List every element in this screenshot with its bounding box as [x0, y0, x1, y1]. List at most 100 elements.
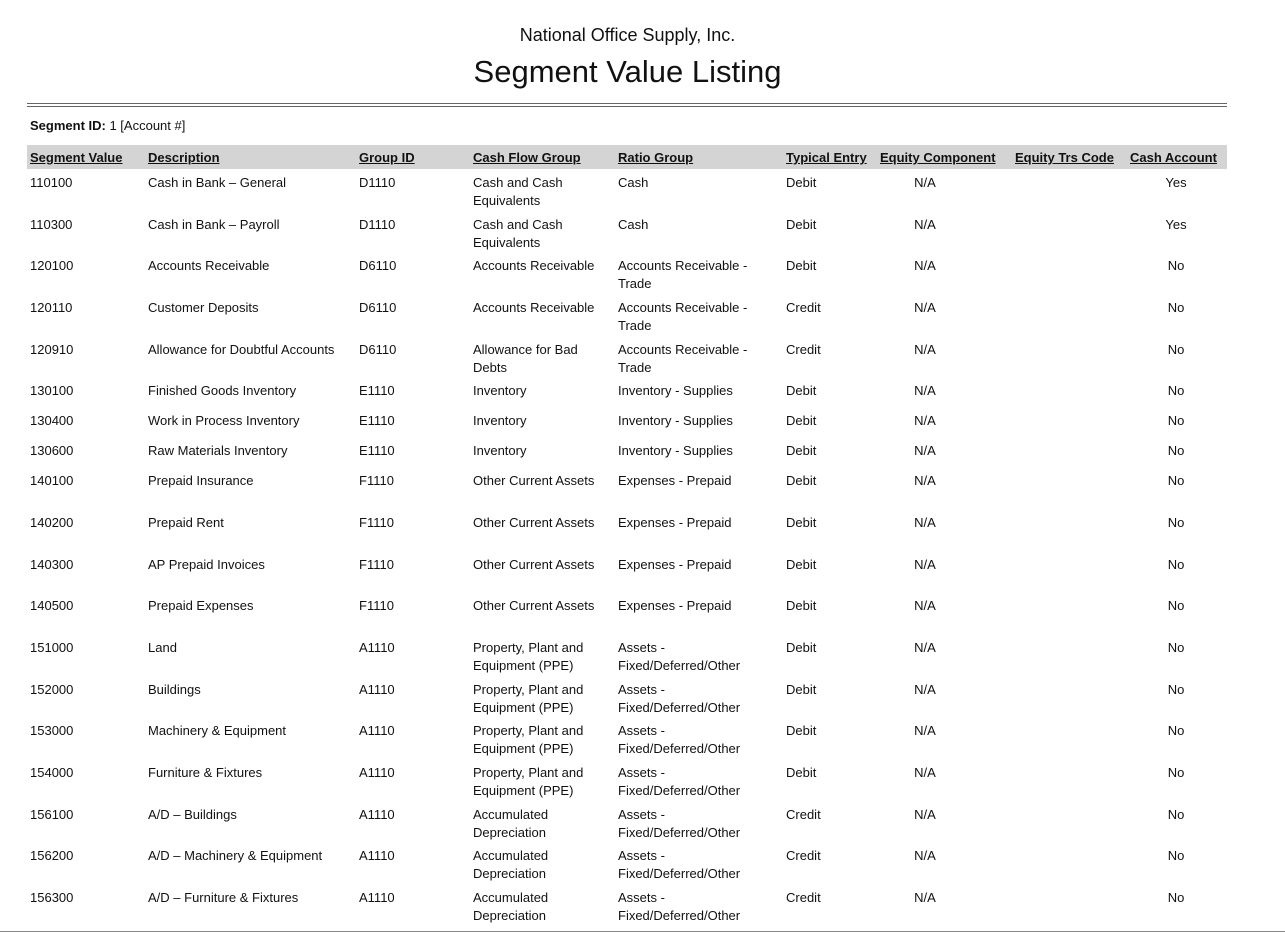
table-cell: Prepaid Rent: [148, 515, 224, 530]
header-band: [27, 145, 1227, 169]
table-cell: Debit: [786, 258, 817, 273]
table-cell: Debit: [786, 557, 817, 572]
table-cell: N/A: [914, 598, 936, 613]
table-cell: D1110: [359, 175, 396, 190]
table-cell: No: [1167, 682, 1185, 697]
table-cell: A1110: [359, 890, 395, 905]
table-cell: Other Current Assets: [473, 598, 595, 613]
table-cell: Debit: [786, 598, 817, 613]
table-cell: No: [1167, 557, 1185, 572]
table-cell: 130100: [30, 383, 74, 398]
table-cell: N/A: [914, 765, 936, 780]
table-cell: Debit: [786, 765, 817, 780]
table-cell: No: [1167, 300, 1185, 315]
table-cell: E1110: [359, 383, 395, 398]
table-cell: Assets - Fixed/Deferred/Other: [618, 682, 741, 715]
table-cell: Buildings: [148, 682, 201, 697]
table-cell: Other Current Assets: [473, 515, 595, 530]
table-cell: Debit: [786, 723, 817, 738]
table-cell: Yes: [1165, 217, 1187, 232]
table-cell: 130600: [30, 443, 74, 458]
table-cell: Debit: [786, 682, 817, 697]
table-cell: Assets - Fixed/Deferred/Other: [618, 848, 741, 881]
table-cell: No: [1167, 473, 1185, 488]
table-cell: F1110: [359, 557, 394, 572]
table-cell: Credit: [786, 807, 821, 822]
table-cell: N/A: [914, 723, 936, 738]
table-cell: N/A: [914, 682, 936, 697]
table-cell: N/A: [914, 300, 936, 315]
table-cell: Debit: [786, 640, 817, 655]
table-cell: D6110: [359, 342, 397, 357]
table-cell: Credit: [786, 342, 821, 357]
table-cell: N/A: [914, 890, 936, 905]
table-cell: Cash: [618, 217, 649, 232]
table-cell: Assets - Fixed/Deferred/Other: [618, 807, 741, 840]
column-header: Segment Value: [30, 150, 123, 165]
table-cell: Accounts Receivable - Trade: [618, 300, 748, 333]
table-cell: 156300: [30, 890, 74, 905]
table-cell: Other Current Assets: [473, 557, 595, 572]
table-cell: A1110: [359, 682, 395, 697]
table-cell: Cash in Bank – General: [148, 175, 287, 190]
column-header: Group ID: [359, 150, 415, 165]
table-cell: A1110: [359, 723, 395, 738]
table-cell: D1110: [359, 217, 396, 232]
table-cell: No: [1167, 848, 1185, 863]
table-cell: N/A: [914, 342, 936, 357]
table-cell: No: [1167, 413, 1185, 428]
table-cell: Other Current Assets: [473, 473, 595, 488]
table-cell: A/D – Furniture & Fixtures: [148, 890, 299, 905]
table-cell: Expenses - Prepaid: [618, 473, 732, 488]
table-cell: Land: [148, 640, 177, 655]
table-cell: AP Prepaid Invoices: [148, 557, 265, 572]
table-cell: No: [1167, 258, 1185, 273]
table-cell: 140300: [30, 557, 74, 572]
table-cell: Expenses - Prepaid: [618, 515, 732, 530]
table-cell: 152000: [30, 682, 74, 697]
table-cell: A/D – Buildings: [148, 807, 237, 822]
table-cell: Debit: [786, 217, 817, 232]
table-cell: Credit: [786, 890, 821, 905]
segment-value: 1 [Account #]: [109, 118, 186, 133]
table-cell: E1110: [359, 413, 395, 428]
table-cell: Debit: [786, 473, 817, 488]
table-cell: N/A: [914, 807, 936, 822]
table-cell: N/A: [914, 413, 936, 428]
table-cell: 140100: [30, 473, 74, 488]
table-cell: Debit: [786, 443, 817, 458]
table-cell: Property, Plant and Equipment (PPE): [473, 682, 584, 715]
table-cell: Property, Plant and Equipment (PPE): [473, 723, 584, 756]
table-cell: Accounts Receivable: [473, 300, 595, 315]
table-cell: Credit: [786, 300, 821, 315]
table-cell: Cash and Cash Equivalents: [473, 175, 563, 208]
table-cell: Assets - Fixed/Deferred/Other: [618, 765, 741, 798]
table-cell: Property, Plant and Equipment (PPE): [473, 765, 584, 798]
table-cell: N/A: [914, 557, 936, 572]
table-cell: Credit: [786, 848, 821, 863]
table-cell: Work in Process Inventory: [148, 413, 300, 428]
table-cell: Debit: [786, 515, 817, 530]
company-name: National Office Supply, Inc.: [519, 25, 736, 45]
table-cell: 156200: [30, 848, 74, 863]
table-cell: Debit: [786, 175, 817, 190]
table-cell: Accounts Receivable - Trade: [618, 342, 748, 375]
table-cell: 140500: [30, 598, 74, 613]
table-cell: Prepaid Insurance: [148, 473, 254, 488]
table-cell: No: [1167, 890, 1185, 905]
rule: [27, 106, 1227, 107]
table-cell: F1110: [359, 598, 394, 613]
table-cell: Inventory - Supplies: [618, 443, 733, 458]
table-cell: Accounts Receivable: [148, 258, 270, 273]
table-cell: Allowance for Bad Debts: [473, 342, 578, 375]
table-cell: E1110: [359, 443, 395, 458]
table-cell: Furniture & Fixtures: [148, 765, 263, 780]
table-cell: Expenses - Prepaid: [618, 598, 732, 613]
column-header: Typical Entry: [786, 150, 867, 165]
table-cell: No: [1167, 765, 1185, 780]
table-cell: No: [1167, 443, 1185, 458]
table-cell: A1110: [359, 640, 395, 655]
segment-label: Segment ID:: [30, 118, 106, 133]
table-cell: Yes: [1165, 175, 1187, 190]
table-cell: 151000: [30, 640, 74, 655]
